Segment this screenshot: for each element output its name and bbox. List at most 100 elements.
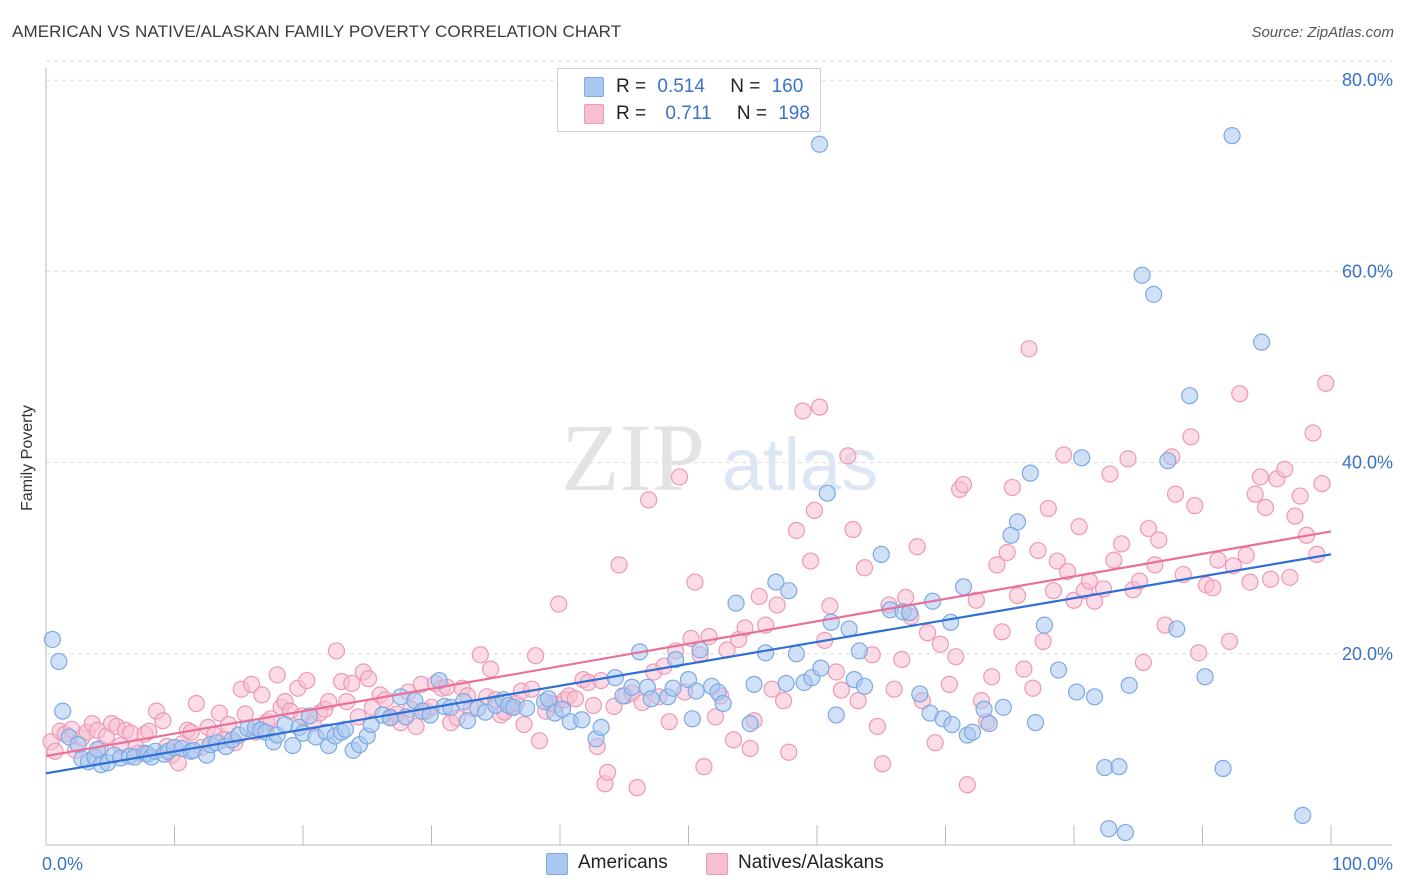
americans-point-101	[780, 582, 798, 600]
natives-point-1	[46, 742, 64, 760]
americans-point-137	[1085, 688, 1104, 706]
americans-point-76	[573, 711, 591, 729]
americans-point-135	[1067, 683, 1086, 701]
americans-point-153	[810, 135, 829, 153]
americans-point-113	[872, 545, 890, 563]
natives-point-189	[1048, 552, 1066, 570]
natives-point-140	[774, 692, 793, 710]
watermark: ZIP atlas	[561, 404, 878, 511]
americans-point-94	[714, 694, 732, 713]
americans-point-86	[664, 679, 682, 697]
legend-n-value: 198	[778, 103, 810, 124]
natives-point-225	[1256, 498, 1275, 517]
legend-swatch-americans	[584, 77, 604, 97]
americans-point-134	[1049, 661, 1068, 679]
americans-point-123	[954, 578, 973, 596]
natives-point-182	[1015, 660, 1033, 678]
natives-point-163	[908, 538, 926, 556]
natives-point-166	[926, 734, 944, 752]
americans-point-108	[827, 706, 845, 724]
bottom-legend-swatch-natives	[706, 853, 728, 875]
natives-point-207	[1150, 531, 1168, 549]
americans-point-144	[1145, 285, 1163, 303]
natives-point-82	[471, 646, 489, 664]
trendlines	[45, 530, 1332, 775]
americans-point-117	[911, 685, 929, 703]
natives-point-61	[359, 670, 378, 688]
natives-point-124	[686, 573, 704, 591]
legend-r-label: R =	[616, 103, 647, 124]
axes	[45, 68, 1392, 846]
legend-n-label: N =	[730, 76, 761, 97]
y-tick-label: 60.0%	[1342, 261, 1393, 281]
natives-point-108	[598, 763, 617, 781]
americans-point-152	[1294, 806, 1312, 824]
natives-point-119	[660, 713, 678, 731]
americans-point-148	[1196, 668, 1214, 686]
bottom-legend-natives: Natives/Alaskans	[706, 852, 906, 876]
natives-point-190	[1055, 446, 1073, 464]
bottom-legend-swatch-americans	[546, 853, 568, 875]
natives-point-93	[526, 647, 545, 665]
natives-point-145	[805, 501, 824, 519]
natives-point-234	[1308, 545, 1326, 563]
americans-point-146	[1168, 620, 1186, 638]
natives-point-144	[801, 552, 820, 570]
americans-point-87	[667, 650, 685, 669]
legend-r-label: R =	[616, 76, 647, 97]
americans-point-107	[822, 613, 840, 631]
natives-point-178	[993, 623, 1011, 641]
natives-point-210	[1166, 485, 1185, 503]
trendline-americans	[45, 553, 1332, 775]
natives-point-29	[187, 694, 205, 713]
natives-point-128	[706, 708, 725, 726]
watermark-atlas: atlas	[722, 423, 878, 506]
americans-point-95	[727, 594, 745, 612]
natives-point-167	[931, 635, 949, 653]
americans-point-100	[777, 674, 795, 693]
natives-point-176	[983, 668, 1001, 686]
americans-point-8	[88, 740, 107, 759]
natives-point-220	[1231, 385, 1249, 403]
americans-point-141	[1116, 823, 1135, 842]
natives-point-20	[140, 722, 158, 740]
natives-point-187	[1039, 499, 1057, 518]
americans-point-111	[850, 642, 869, 660]
natives-point-233	[1304, 424, 1322, 442]
americans-point-89	[683, 710, 701, 728]
natives-point-199	[1105, 551, 1123, 569]
legend: R = 0.514 N = 160 R = 0.711 N = 198	[557, 68, 821, 132]
natives-point-154	[855, 559, 874, 577]
americans-point-97	[745, 675, 763, 693]
natives-point-146	[810, 398, 829, 416]
legend-r-value: 0.711	[665, 103, 712, 124]
natives-point-104	[584, 696, 603, 715]
americans-point-140	[1110, 758, 1128, 776]
americans-point-150	[1223, 127, 1241, 145]
natives-point-216	[1204, 579, 1222, 597]
tick-labels: 20.0% 40.0% 60.0% 80.0% 0.0% 100.0%	[42, 70, 1393, 874]
americans-point-142	[1120, 676, 1138, 694]
americans-point-106	[818, 484, 836, 502]
natives-point-169	[947, 648, 965, 666]
natives-point-22	[154, 712, 172, 730]
natives-point-153	[849, 692, 867, 710]
americans-point-81	[623, 678, 641, 696]
natives-point-172	[958, 776, 976, 794]
americans-point-102	[787, 645, 806, 663]
natives-point-121	[670, 468, 689, 486]
natives-point-168	[940, 675, 958, 693]
americans-point-74	[553, 700, 572, 718]
americans-point-127	[980, 714, 998, 733]
legend-swatch-natives	[584, 104, 604, 124]
y-tick-label: 20.0%	[1342, 644, 1393, 664]
americans-point-122	[943, 715, 961, 734]
americans-point-112	[855, 677, 874, 695]
series-americans	[43, 127, 1312, 842]
natives-point-143	[794, 402, 812, 420]
natives-point-222	[1241, 573, 1259, 591]
natives-point-50	[298, 671, 316, 690]
natives-point-229	[1281, 568, 1299, 586]
natives-point-205	[1139, 519, 1158, 538]
